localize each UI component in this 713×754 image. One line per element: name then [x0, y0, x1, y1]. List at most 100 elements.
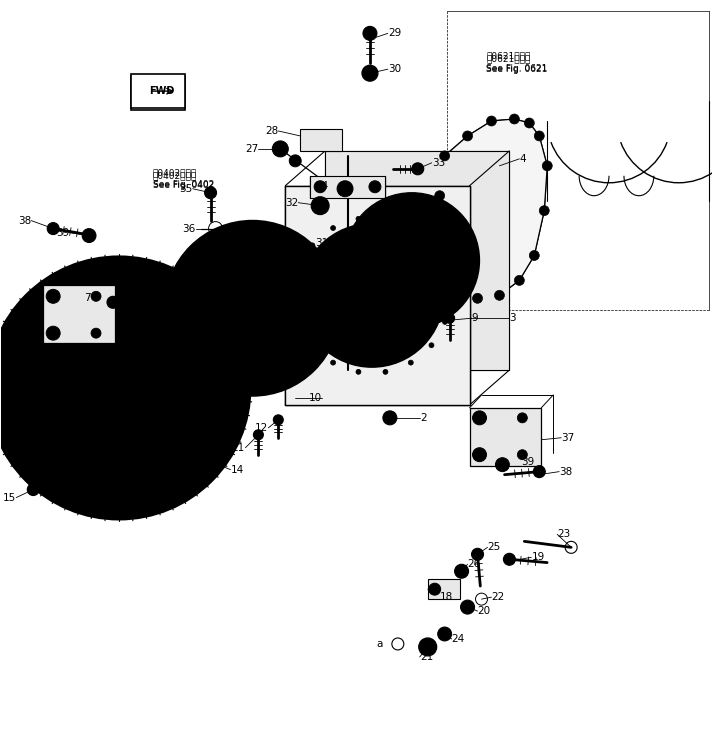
Circle shape: [47, 222, 59, 234]
Circle shape: [473, 411, 486, 425]
Circle shape: [323, 336, 331, 345]
Text: 9: 9: [471, 313, 478, 323]
Circle shape: [181, 421, 191, 432]
Circle shape: [503, 553, 515, 566]
Text: 17: 17: [50, 492, 63, 502]
Circle shape: [85, 352, 97, 364]
Circle shape: [46, 421, 56, 432]
Circle shape: [181, 344, 191, 354]
Circle shape: [348, 256, 356, 265]
Circle shape: [289, 155, 301, 167]
Circle shape: [447, 293, 452, 298]
Circle shape: [356, 216, 361, 221]
Circle shape: [304, 291, 312, 299]
Circle shape: [440, 151, 450, 161]
Circle shape: [27, 483, 39, 495]
Circle shape: [297, 320, 302, 324]
Text: 21: 21: [420, 652, 433, 662]
Circle shape: [438, 627, 451, 641]
Circle shape: [219, 347, 228, 357]
Circle shape: [197, 362, 209, 374]
Circle shape: [46, 344, 56, 354]
Circle shape: [445, 313, 455, 323]
Circle shape: [533, 466, 545, 477]
Text: 15: 15: [3, 492, 16, 502]
Circle shape: [72, 425, 104, 458]
Circle shape: [328, 305, 336, 312]
Text: 37: 37: [10, 313, 24, 323]
Text: See Fig. 0621: See Fig. 0621: [486, 63, 548, 72]
Circle shape: [165, 372, 197, 404]
Bar: [310, 176, 385, 198]
Circle shape: [332, 256, 412, 336]
Circle shape: [413, 247, 421, 254]
Circle shape: [47, 378, 67, 398]
Text: 1: 1: [352, 335, 358, 345]
Circle shape: [435, 260, 445, 271]
Text: 23: 23: [558, 529, 570, 539]
Circle shape: [73, 488, 93, 507]
Circle shape: [310, 243, 315, 248]
Circle shape: [292, 293, 297, 298]
Bar: [131, 76, 185, 110]
Circle shape: [248, 225, 257, 232]
Circle shape: [412, 163, 424, 175]
Circle shape: [331, 225, 336, 231]
Circle shape: [518, 449, 528, 460]
Circle shape: [114, 305, 124, 315]
Circle shape: [179, 234, 326, 382]
Circle shape: [409, 360, 414, 365]
Text: See Fig. 0402: See Fig. 0402: [153, 181, 214, 190]
Circle shape: [360, 209, 463, 312]
Circle shape: [524, 118, 534, 128]
Text: 第0621図参照: 第0621図参照: [486, 55, 531, 64]
Text: 11: 11: [232, 443, 245, 452]
Circle shape: [41, 372, 73, 404]
Circle shape: [180, 327, 190, 337]
Circle shape: [378, 205, 386, 213]
Circle shape: [473, 293, 483, 303]
Circle shape: [383, 411, 397, 425]
Circle shape: [443, 320, 448, 324]
Circle shape: [438, 308, 446, 316]
Circle shape: [337, 181, 353, 197]
Circle shape: [0, 266, 240, 510]
Text: 第0402図参照: 第0402図参照: [153, 171, 197, 180]
Circle shape: [82, 228, 96, 243]
Circle shape: [192, 383, 202, 393]
Text: 38: 38: [18, 216, 31, 225]
Circle shape: [140, 324, 160, 345]
Text: 28: 28: [265, 126, 278, 136]
Text: 19: 19: [531, 552, 545, 562]
Circle shape: [518, 413, 528, 423]
Circle shape: [272, 141, 288, 157]
Circle shape: [170, 378, 190, 398]
Circle shape: [297, 266, 302, 271]
Circle shape: [383, 216, 388, 221]
Circle shape: [496, 458, 509, 472]
Text: a: a: [461, 263, 468, 274]
Circle shape: [153, 450, 163, 460]
Text: 6: 6: [63, 357, 69, 367]
Text: 36: 36: [183, 224, 195, 234]
Circle shape: [419, 638, 436, 656]
Text: 9: 9: [199, 353, 205, 363]
Circle shape: [304, 248, 313, 256]
Text: 4: 4: [519, 154, 526, 164]
Text: 31: 31: [315, 238, 328, 247]
Circle shape: [304, 360, 313, 369]
Circle shape: [363, 26, 377, 40]
Circle shape: [347, 271, 397, 320]
Circle shape: [438, 205, 446, 213]
Circle shape: [109, 378, 129, 398]
Circle shape: [192, 360, 200, 369]
Text: 25: 25: [488, 542, 501, 553]
Text: 22: 22: [491, 592, 505, 602]
Circle shape: [75, 316, 85, 326]
Circle shape: [331, 360, 336, 365]
Text: 14: 14: [230, 464, 244, 474]
Circle shape: [300, 224, 443, 367]
Text: 34: 34: [315, 181, 328, 191]
Circle shape: [192, 248, 200, 256]
Circle shape: [91, 291, 101, 302]
